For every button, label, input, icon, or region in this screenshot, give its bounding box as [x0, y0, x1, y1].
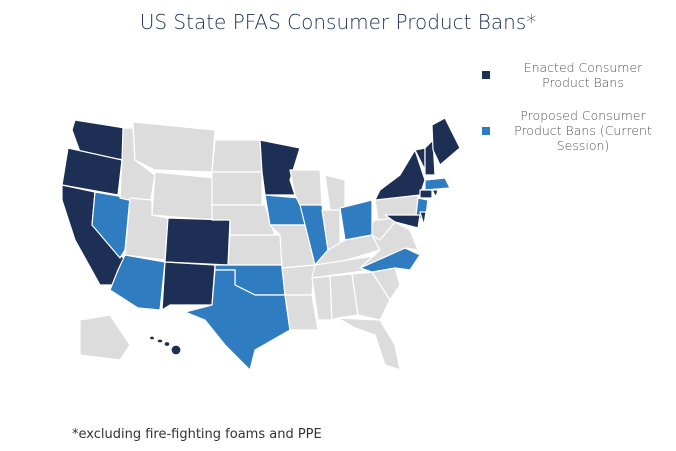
state — [324, 174, 346, 211]
island — [148, 335, 156, 341]
legend-item: Enacted Consumer Product Bans — [482, 60, 672, 90]
state — [351, 271, 391, 321]
legend-label: Enacted Consumer Product Bans — [523, 60, 643, 90]
state — [384, 214, 421, 229]
legend-swatch — [482, 71, 490, 79]
state — [431, 117, 461, 166]
state — [431, 189, 439, 198]
state — [329, 273, 359, 321]
state — [132, 121, 216, 173]
state — [281, 264, 316, 296]
legend-item: Proposed Consumer Product Bans (Current … — [482, 108, 672, 153]
state — [164, 217, 231, 266]
state — [211, 139, 263, 173]
state — [419, 211, 427, 226]
legend-swatch — [482, 126, 490, 135]
state — [424, 177, 451, 191]
island — [163, 340, 171, 348]
state — [184, 269, 291, 371]
state — [374, 149, 426, 201]
state — [337, 317, 401, 371]
state — [211, 171, 263, 206]
state — [61, 147, 123, 196]
state — [161, 261, 216, 311]
state — [419, 189, 433, 199]
island — [156, 338, 164, 344]
state — [359, 221, 419, 269]
state — [227, 234, 283, 266]
states — [61, 117, 461, 371]
state — [151, 171, 216, 221]
state — [79, 314, 131, 361]
legend-label: Proposed Consumer Product Bans (Current … — [514, 108, 652, 153]
map-title: US State PFAS Consumer Product Bans* — [139, 10, 537, 34]
island — [170, 344, 182, 356]
footnote: *excluding fire-fighting foams and PPE — [72, 427, 322, 442]
state — [284, 294, 319, 331]
